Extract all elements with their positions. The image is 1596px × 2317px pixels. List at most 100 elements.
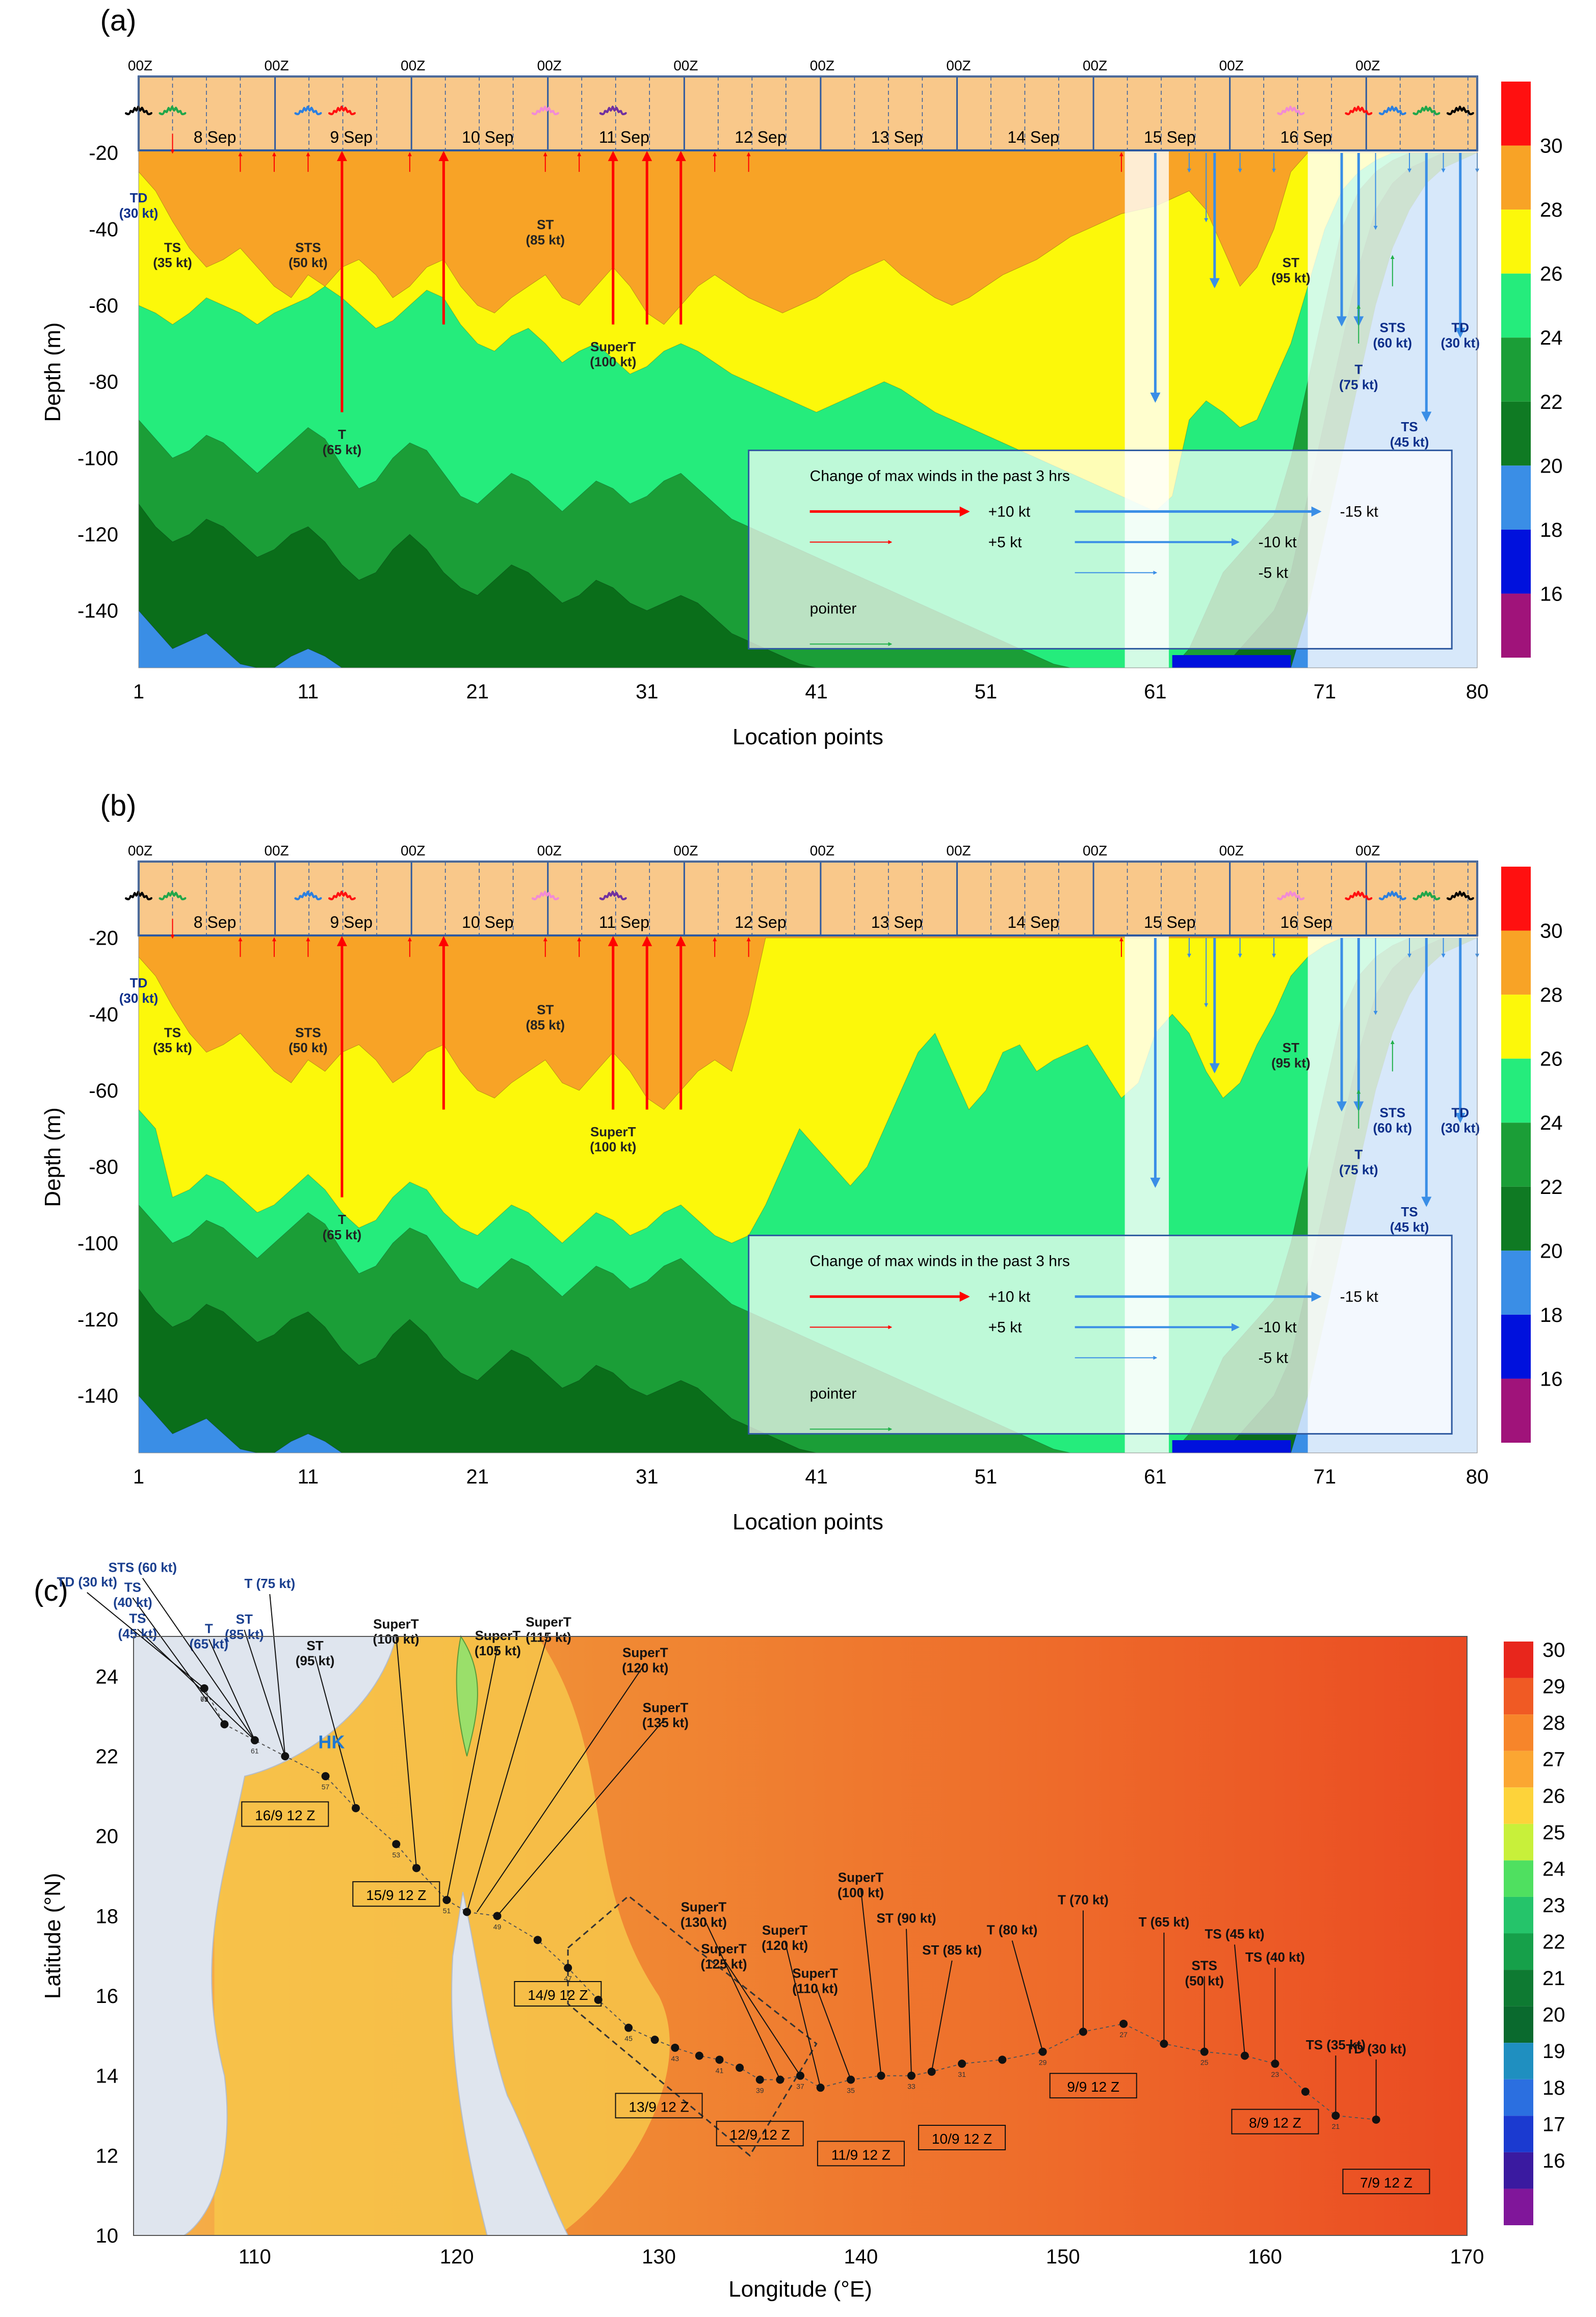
track-point-label: 33 [907,2082,915,2091]
x-tick-label: 140 [844,2246,878,2268]
time-label-00z: 00Z [673,843,698,858]
legend-entry: pointer [810,600,857,617]
colorbar-tick-label: 28 [1540,199,1563,221]
intensity-label: STS (60 kt) [109,1560,177,1575]
colorbar-swatch [1501,995,1531,1059]
intensity-label: TD (30 kt) [1346,2041,1406,2056]
intensity-leader-line [860,1888,882,2076]
colorbar-swatch [1501,1123,1531,1187]
colorbar-swatch [1501,465,1531,530]
x-tick-label: 130 [642,2246,676,2268]
x-tick-label: 21 [466,1466,489,1488]
x-tick-label: 80 [1466,681,1489,703]
x-tick-label: 80 [1466,1466,1489,1488]
y-tick-label: 18 [96,1905,119,1928]
colorbar-tick-label: 16 [1540,1368,1563,1390]
colorbar-tick-label: 27 [1542,1749,1565,1771]
time-label-00z: 00Z [673,58,698,73]
y-tick-label: -100 [77,1232,118,1255]
y-tick-label: 24 [96,1665,119,1688]
y-tick-label: -140 [77,600,118,622]
intensity-label: SuperT (120 kt) [762,1922,808,1953]
date-box-label: 12/9 12 Z [730,2127,790,2143]
time-label-00z: 00Z [1355,843,1380,858]
track-point-label: 49 [493,1922,502,1931]
colorbar-swatch [1504,1714,1533,1751]
typhoon-symbol-icon: ෴ [1276,90,1305,124]
colorbar-tick-label: 21 [1542,1967,1565,1990]
colorbar-swatch [1501,1378,1531,1443]
intensity-label: TS(45 kt) [118,1611,158,1642]
date-label: 13 Sep [871,128,923,146]
intensity-leader-line [784,1940,821,2088]
track-point-label: 35 [847,2087,855,2095]
date-label: 16 Sep [1280,913,1332,931]
intensity-label: STS (60 kt) [1373,320,1412,350]
colorbar-tick-label: 28 [1540,984,1563,1006]
date-label: 15 Sep [1144,913,1195,931]
intensity-leader-line [208,1639,255,1741]
colorbar-swatch [1504,2043,1533,2079]
typhoon-symbol-icon: ෴ [1412,90,1441,124]
time-label-00z: 00Z [946,58,971,73]
x-tick-label: 11 [298,1466,319,1488]
track-point-label: 61 [251,1747,259,1755]
date-box [817,2141,905,2167]
y-tick-label: 14 [96,2065,119,2088]
colorbar-tick-label: 16 [1540,583,1563,605]
legend-box [748,449,1453,650]
track-point [321,1772,330,1781]
colorbar-swatch [1501,273,1531,338]
intensity-label: TS(45 kt) [1390,419,1429,450]
track-point [755,2075,764,2084]
legend-entry: -10 kt [1259,1319,1297,1336]
date-box-label: 11/9 12 Z [831,2147,891,2163]
time-label-00z: 00Z [810,843,834,858]
colorbar-swatch [1504,2152,1533,2189]
colorbar-tick-label: 30 [1542,1639,1565,1661]
y-tick-label: -40 [89,1003,118,1026]
colorbar-tick-label: 18 [1540,1304,1563,1326]
intensity-leader-line [723,1959,801,2076]
typhoon-symbol-icon: ෴ [1344,90,1373,124]
colorbar-tick-label: 22 [1540,1176,1563,1199]
intensity-label: SuperT (100 kt) [590,1124,636,1155]
colorbar-tick-label: 24 [1540,327,1563,349]
legend-title: Change of max winds in the past 3 hrs [810,467,1070,484]
cold-patch [1172,1440,1291,1453]
date-label: 11 Sep [599,128,649,146]
intensity-label: T (65 kt) [1139,1914,1190,1930]
intensity-label: SuperT (110 kt) [792,1966,838,1996]
intensity-label: SuperT (105 kt) [475,1628,521,1658]
intensity-leader-line [1011,1940,1043,2052]
time-label-00z: 00Z [1355,58,1380,73]
track-point-label: 23 [1271,2070,1279,2078]
track-point-label: 31 [958,2070,966,2078]
legend-entry: +10 kt [988,1288,1031,1305]
time-label-00z: 00Z [128,843,152,858]
time-label-00z: 00Z [401,58,425,73]
date-label: 8 Sep [194,128,237,146]
track-point [671,2043,679,2052]
intensity-label: SuperT (100 kt) [590,339,636,370]
date-label: 15 Sep [1144,128,1195,146]
intensity-label: TS(45 kt) [1390,1204,1429,1235]
x-tick-label: 51 [975,1466,998,1488]
land-taiwan [456,1635,478,1757]
time-label-00z: 00Z [1219,843,1244,858]
intensity-label: T (65 kt) [323,1212,362,1242]
y-tick-label: -140 [77,1385,118,1408]
track-point [392,1840,401,1849]
legend-title: Change of max winds in the past 3 hrs [810,1253,1070,1269]
intensity-label: ST (95 kt) [1271,1040,1311,1071]
intensity-leader-line [496,1717,666,1916]
colorbar-swatch [1504,2079,1533,2116]
colorbar-tick-label: 26 [1540,263,1563,285]
x-tick-label: 110 [239,2246,271,2268]
panel-label: (c) [34,1574,68,1607]
colorbar-swatch [1501,210,1531,274]
y-axis-label: Depth (m) [40,1107,65,1207]
intensity-label: ST (85 kt) [225,1611,264,1642]
x-tick-label: 51 [975,681,998,703]
